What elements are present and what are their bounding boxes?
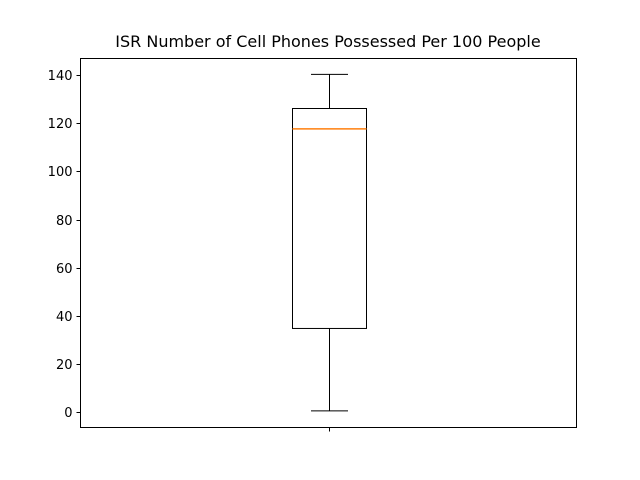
y-tick-label: 140 xyxy=(48,69,73,84)
y-tick-label: 80 xyxy=(56,214,73,229)
y-tick-label: 40 xyxy=(56,310,73,325)
plot-area-frame xyxy=(80,58,577,428)
y-tick-label: 60 xyxy=(56,262,73,277)
y-tick-label: 120 xyxy=(48,117,73,132)
chart-title: ISR Number of Cell Phones Possessed Per … xyxy=(115,32,541,51)
y-tick-label: 0 xyxy=(64,406,72,421)
y-tick-label: 20 xyxy=(56,358,73,373)
y-tick-label: 100 xyxy=(48,165,73,180)
box-iqr xyxy=(292,108,367,329)
